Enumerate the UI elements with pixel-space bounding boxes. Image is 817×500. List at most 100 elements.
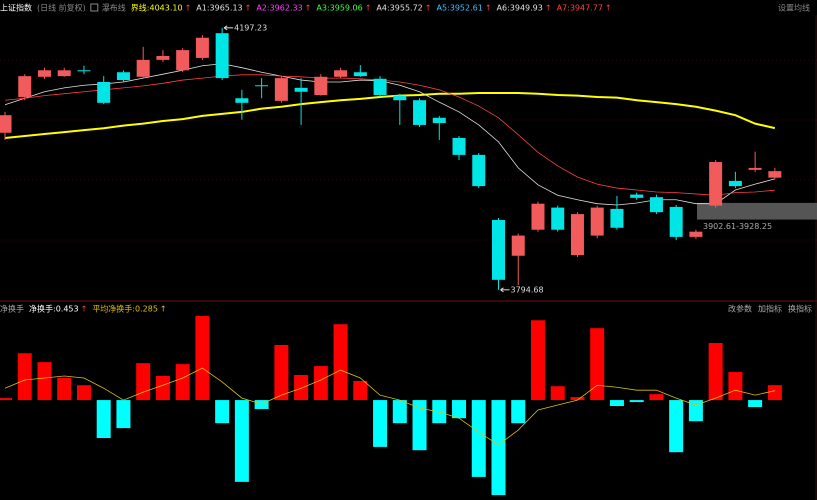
candle-body: [37, 70, 51, 77]
turnover-bar: [353, 380, 368, 401]
value-label: 净换手:0.453: [29, 304, 79, 314]
panel-button[interactable]: 换指标: [788, 304, 812, 314]
panel-button[interactable]: 加指标: [758, 304, 782, 314]
turnover-bar: [274, 345, 289, 401]
candle-body: [610, 208, 624, 228]
indicator-icon: [90, 3, 99, 12]
candle-body: [748, 167, 762, 170]
trend-arrow: ↑: [305, 4, 312, 13]
candle-body: [0, 115, 12, 133]
candle-body: [709, 162, 723, 206]
candle-body: [452, 137, 466, 155]
turnover-bar: [333, 324, 348, 401]
turnover-bar: [254, 400, 269, 409]
turnover-bar: [175, 364, 190, 401]
settings-button[interactable]: 设置均线: [778, 3, 810, 13]
turnover-bar: [0, 398, 12, 401]
candle-body: [353, 72, 367, 77]
turnover-bar: [530, 320, 545, 401]
turnover-bar: [392, 400, 407, 424]
panel-button[interactable]: 改参数: [728, 304, 752, 314]
turnover-bar: [590, 328, 605, 401]
legend-label: A7:3947.77: [557, 4, 603, 13]
price-zone: [697, 202, 817, 220]
trend-arrow: ↑: [185, 4, 192, 13]
turnover-bar: [688, 400, 703, 422]
header-bg: [0, 0, 817, 15]
turnover-bar: [550, 386, 565, 401]
candle-body: [18, 76, 32, 97]
turnover-bar: [17, 353, 32, 401]
panel-title: 净换手: [0, 304, 24, 314]
candle-body: [274, 78, 288, 101]
trend-arrow: ↑: [365, 4, 372, 13]
turnover-bar: [412, 400, 427, 451]
candle-body: [768, 171, 782, 178]
turnover-bar: [767, 385, 782, 401]
legend-label: A5:3952.61: [436, 4, 482, 13]
turnover-bar: [155, 376, 170, 401]
turnover-bar: [57, 377, 72, 401]
ma-line: [4, 92, 776, 139]
turnover-bar: [373, 400, 388, 447]
legend-label: A1:3965.13: [196, 4, 242, 13]
turnover-bar: [294, 375, 309, 401]
turnover-bar: [471, 400, 486, 477]
average-line: [4, 367, 775, 446]
candle-body: [116, 72, 130, 81]
turnover-bar: [708, 343, 723, 401]
turnover-bar: [37, 362, 52, 401]
turnover-bar: [728, 372, 743, 401]
trend-arrow: ↑: [160, 305, 167, 314]
trend-arrow: ↑: [245, 4, 252, 13]
legend-label: A6:3949.93: [497, 4, 543, 13]
candle-body: [590, 207, 604, 236]
turnover-bar: [96, 400, 111, 439]
candle-body: [393, 95, 407, 101]
legend-label: A4:3955.72: [376, 4, 422, 13]
legend-label: 界线:4043.10: [131, 3, 183, 13]
annotation-arrowhead: [500, 287, 504, 293]
turnover-bar: [195, 315, 210, 401]
candle-body: [413, 100, 427, 125]
ma-line: [4, 63, 775, 206]
candle-body: [511, 235, 525, 256]
turnover-bar: [570, 397, 585, 401]
turnover-bar: [649, 394, 664, 401]
turnover-bar: [669, 400, 684, 453]
indicator-name: 瀑布线: [102, 3, 126, 13]
trend-arrow: ↑: [425, 4, 432, 13]
legend-label: A3:3959.06: [316, 4, 362, 13]
candle-body: [195, 37, 209, 58]
candle-body: [77, 70, 91, 72]
turnover-bar: [629, 400, 644, 403]
candle-body: [156, 55, 170, 60]
turnover-bar: [215, 400, 230, 424]
candle-body: [728, 180, 742, 187]
period: (日线 前复权): [37, 3, 86, 13]
turnover-bar: [116, 400, 131, 429]
annotation-arrowhead: [223, 25, 228, 31]
turnover-bar: [234, 400, 249, 482]
trend-arrow: ↑: [605, 4, 612, 13]
candle-body: [373, 78, 387, 96]
average-label: 平均净换手:0.285: [92, 304, 158, 314]
turnover-bar: [491, 400, 506, 496]
candle-body: [472, 154, 486, 187]
trend-arrow: ↑: [81, 305, 88, 314]
legend-label: A2:3962.33: [256, 4, 302, 13]
candle-body: [97, 81, 111, 103]
candle-body: [314, 76, 328, 96]
annotation-label: 3794.68: [511, 285, 544, 294]
candle-body: [551, 207, 565, 230]
candle-body: [689, 231, 703, 237]
ma-line: [4, 74, 775, 196]
symbol: 上证指数: [0, 3, 32, 13]
candle-body: [492, 219, 505, 280]
candle-body: [432, 117, 446, 123]
candle-body: [176, 50, 190, 71]
candle-body: [630, 194, 644, 198]
candle-body: [531, 203, 545, 230]
trend-arrow: ↑: [545, 4, 552, 13]
